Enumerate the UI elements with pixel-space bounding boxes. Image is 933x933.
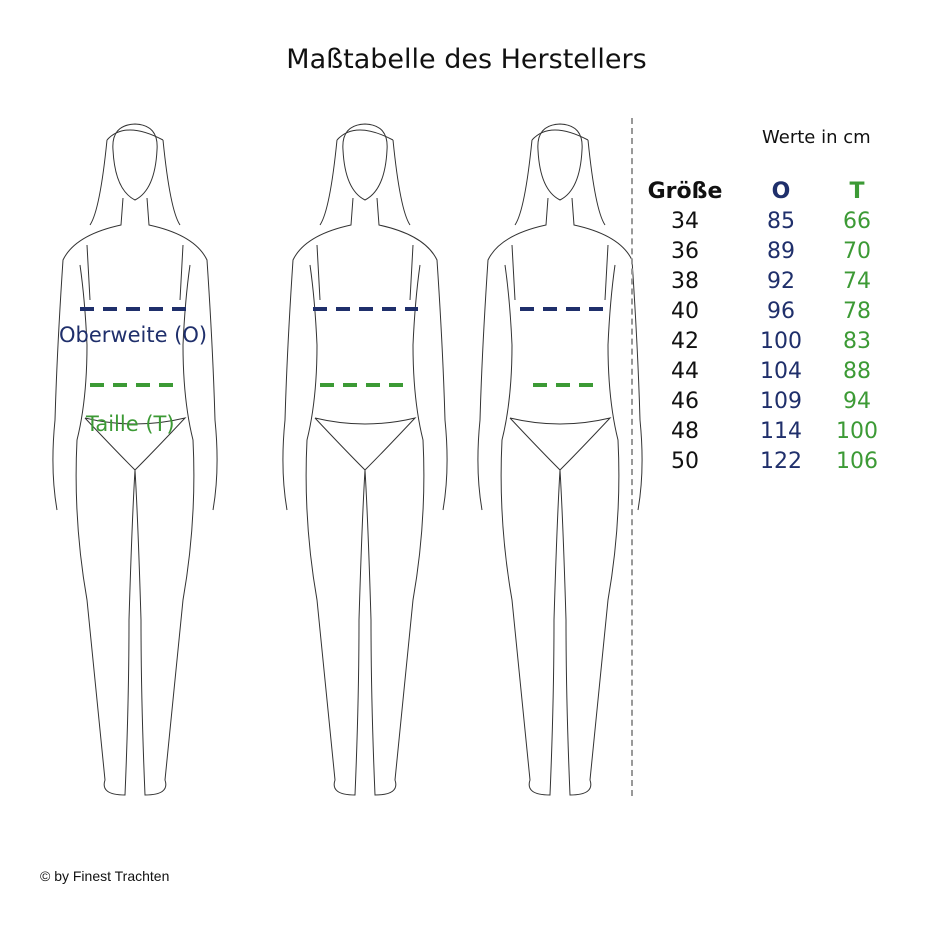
back-figure-underwear bbox=[314, 244, 417, 471]
back-figure-arms-outer bbox=[282, 197, 448, 511]
bust-cell: 109 bbox=[760, 389, 802, 414]
waist-cell: 100 bbox=[836, 419, 878, 444]
front-figure-head bbox=[112, 123, 158, 201]
front-figure-underwear bbox=[84, 244, 187, 471]
bust-cell: 114 bbox=[760, 419, 802, 444]
table-row: 40 96 78 bbox=[640, 297, 882, 327]
waist-cell: 74 bbox=[843, 269, 871, 294]
bust-cell: 122 bbox=[760, 449, 802, 474]
bust-cell: 100 bbox=[760, 329, 802, 354]
header-size: Größe bbox=[647, 179, 723, 204]
size-cell: 48 bbox=[671, 419, 699, 444]
side-figure-arms-outer bbox=[477, 197, 643, 511]
table-row: 48 114 100 bbox=[640, 417, 882, 447]
size-cell: 46 bbox=[671, 389, 699, 414]
table-row: 50 122 106 bbox=[640, 447, 882, 477]
size-cell: 42 bbox=[671, 329, 699, 354]
size-cell: 34 bbox=[671, 209, 699, 234]
bust-label: Oberweite (O) bbox=[59, 323, 208, 347]
front-figure-arms-outer bbox=[52, 197, 218, 511]
waist-cell: 83 bbox=[843, 329, 871, 354]
size-cell: 50 bbox=[671, 449, 699, 474]
waist-label: Taille (T) bbox=[86, 412, 175, 436]
header-waist: T bbox=[849, 179, 865, 204]
size-cell: 36 bbox=[671, 239, 699, 264]
waist-cell: 66 bbox=[843, 209, 871, 234]
back-figure-hair bbox=[319, 129, 411, 226]
header-bust: O bbox=[771, 179, 791, 204]
side-figure-head bbox=[537, 123, 583, 201]
size-table: Größe O T 34 85 66 36 89 70 38 92 74 40 96 78 42 100 8… bbox=[640, 177, 882, 477]
bust-cell: 85 bbox=[767, 209, 795, 234]
table-header: Größe O T bbox=[640, 177, 882, 207]
bust-cell: 104 bbox=[760, 359, 802, 384]
size-cell: 44 bbox=[671, 359, 699, 384]
side-figure-hair bbox=[514, 129, 606, 226]
waist-cell: 94 bbox=[843, 389, 871, 414]
front-figure-hair bbox=[89, 129, 181, 226]
waist-cell: 70 bbox=[843, 239, 871, 264]
table-row: 44 104 88 bbox=[640, 357, 882, 387]
page-title: Maßtabelle des Herstellers bbox=[286, 44, 647, 75]
size-cell: 38 bbox=[671, 269, 699, 294]
table-row: 38 92 74 bbox=[640, 267, 882, 297]
bust-cell: 89 bbox=[767, 239, 795, 264]
bust-cell: 92 bbox=[767, 269, 795, 294]
back-figure-body bbox=[305, 264, 425, 796]
waist-cell: 88 bbox=[843, 359, 871, 384]
table-row: 46 109 94 bbox=[640, 387, 882, 417]
back-figure-head bbox=[342, 123, 388, 201]
waist-cell: 78 bbox=[843, 299, 871, 324]
table-row: 34 85 66 bbox=[640, 207, 882, 237]
waist-cell: 106 bbox=[836, 449, 878, 474]
size-cell: 40 bbox=[671, 299, 699, 324]
side-figure-body bbox=[500, 264, 620, 796]
table-row: 42 100 83 bbox=[640, 327, 882, 357]
side-figure-underwear bbox=[509, 244, 612, 471]
table-row: 36 89 70 bbox=[640, 237, 882, 267]
unit-note: Werte in cm bbox=[762, 127, 871, 148]
divider bbox=[631, 118, 633, 796]
copyright: © by Finest Trachten bbox=[40, 868, 170, 884]
bust-cell: 96 bbox=[767, 299, 795, 324]
